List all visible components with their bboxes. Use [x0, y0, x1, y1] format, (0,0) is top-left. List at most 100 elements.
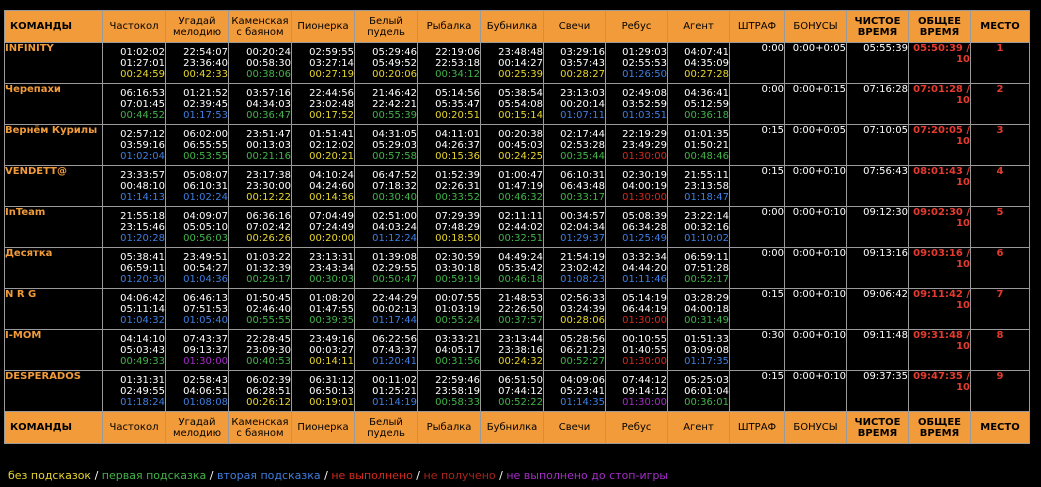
start-time: 05:08:39 [622, 210, 667, 222]
end-time: 07:48:29 [435, 221, 480, 233]
duration-time: 00:18:50 [435, 232, 480, 244]
duration-time: 00:27:28 [684, 68, 729, 80]
task-cell: 02:17:44 02:53:28 00:35:44 [543, 124, 606, 166]
end-time: 02:44:02 [498, 221, 543, 233]
net-time-value: 05:55:39 [846, 42, 909, 84]
task-cell: 22:44:29 00:02:13 01:17:44 [354, 288, 418, 330]
duration-time: 00:55:39 [372, 109, 417, 121]
duration-time: 00:53:55 [183, 150, 228, 162]
end-time: 06:50:13 [309, 385, 354, 397]
task-cell: 22:28:45 23:09:30 00:40:53 [228, 329, 292, 371]
net-time-value: 09:11:48 [846, 329, 909, 371]
duration-time: 01:30:00 [622, 355, 667, 367]
end-time: 09:14:12 [622, 385, 667, 397]
task-cell: 02:30:59 03:30:18 00:59:19 [417, 247, 481, 289]
task-cell: 23:17:38 23:30:00 00:12:22 [228, 165, 292, 207]
end-time: 04:05:17 [435, 344, 480, 356]
total-time-value: 09:03:16 / 10 [908, 247, 971, 289]
header-col-5: Белый пудель [354, 10, 418, 43]
fine-value: 0:15 [729, 165, 785, 207]
task-cell: 21:46:42 22:42:21 00:55:39 [354, 83, 418, 125]
start-time: 21:55:18 [120, 210, 165, 222]
task-cell: 06:16:53 07:01:45 00:44:52 [102, 83, 166, 125]
end-time: 05:29:03 [372, 139, 417, 151]
end-time: 05:11:14 [120, 303, 165, 315]
start-time: 07:43:37 [183, 333, 228, 345]
task-cell: 22:44:56 23:02:48 00:17:52 [291, 83, 355, 125]
start-time: 00:34:57 [560, 210, 605, 222]
end-time: 05:05:10 [183, 221, 228, 233]
start-time: 02:56:33 [560, 292, 605, 304]
end-time: 03:52:59 [622, 98, 667, 110]
duration-time: 00:48:46 [684, 150, 729, 162]
start-time: 21:48:53 [498, 292, 543, 304]
header-col-1: Частокол [102, 10, 166, 43]
end-time: 02:29:55 [372, 262, 417, 274]
start-time: 22:28:45 [246, 333, 291, 345]
start-time: 03:29:16 [560, 46, 605, 58]
task-cell: 21:48:53 22:26:50 00:37:57 [480, 288, 544, 330]
start-time: 23:13:03 [560, 87, 605, 99]
task-cell: 21:54:19 23:02:42 01:08:23 [543, 247, 606, 289]
end-time: 03:59:16 [120, 139, 165, 151]
duration-time: 00:46:32 [498, 191, 543, 203]
task-cell: 01:03:22 01:32:39 00:29:17 [228, 247, 292, 289]
start-time: 21:46:42 [372, 87, 417, 99]
end-time: 23:30:00 [246, 180, 291, 192]
end-time: 03:24:39 [560, 303, 605, 315]
legend-separator: / [206, 469, 217, 482]
task-cell: 00:11:02 01:25:21 01:14:19 [354, 370, 418, 412]
duration-time: 00:20:00 [309, 232, 354, 244]
bonus-value: 0:00+0:05 [784, 42, 847, 84]
end-time: 07:44:12 [498, 385, 543, 397]
start-time: 21:55:11 [684, 169, 729, 181]
footer-col-6: Рыбалка [417, 411, 481, 444]
end-time: 00:13:03 [246, 139, 291, 151]
end-time: 00:54:27 [183, 262, 228, 274]
net-time-value: 07:10:05 [846, 124, 909, 166]
duration-time: 00:24:59 [120, 68, 165, 80]
duration-time: 00:56:03 [183, 232, 228, 244]
footer-col-14: ОБЩЕЕ ВРЕМЯ [908, 411, 971, 444]
end-time: 06:21:23 [560, 344, 605, 356]
start-time: 04:11:01 [435, 128, 480, 140]
footer-col-4: Пионерка [291, 411, 355, 444]
start-time: 23:49:51 [183, 251, 228, 263]
footer-col-5: Белый пудель [354, 411, 418, 444]
task-cell: 05:08:07 06:10:31 01:02:24 [165, 165, 229, 207]
start-time: 04:09:06 [560, 374, 605, 386]
end-time: 04:00:19 [622, 180, 667, 192]
duration-time: 00:57:58 [372, 150, 417, 162]
footer-col-12: БОНУСЫ [784, 411, 847, 444]
start-time: 04:09:07 [183, 210, 228, 222]
end-time: 03:27:14 [309, 57, 354, 69]
task-cell: 02:51:00 04:03:24 01:12:24 [354, 206, 418, 248]
duration-time: 01:20:30 [120, 273, 165, 285]
task-cell: 01:51:41 02:12:02 00:20:21 [291, 124, 355, 166]
end-time: 06:55:55 [183, 139, 228, 151]
table-row: VENDETT@ 23:33:57 00:48:10 01:14:13 05:08:07… [4, 165, 1030, 207]
team-name: InTeam [4, 206, 103, 248]
task-cell: 02:11:11 02:44:02 00:32:51 [480, 206, 544, 248]
footer-col-9: Ребус [605, 411, 668, 444]
table-body: INFINITY 01:02:02 01:27:01 00:24:59 22:54:07… [4, 42, 1030, 412]
fine-value: 0:30 [729, 329, 785, 371]
task-cell: 02:56:33 03:24:39 00:28:06 [543, 288, 606, 330]
legend-item: не получено [423, 469, 496, 482]
start-time: 00:07:55 [435, 292, 480, 304]
duration-time: 01:03:51 [622, 109, 667, 121]
duration-time: 00:24:25 [498, 150, 543, 162]
task-cell: 23:13:03 00:20:14 01:07:11 [543, 83, 606, 125]
task-cell: 07:44:12 09:14:12 01:30:00 [605, 370, 668, 412]
footer-col-15: МЕСТО [970, 411, 1030, 444]
header-col-13: ЧИСТОЕ ВРЕМЯ [846, 10, 909, 43]
duration-time: 00:30:40 [372, 191, 417, 203]
duration-time: 01:26:50 [622, 68, 667, 80]
bonus-value: 0:00+0:10 [784, 165, 847, 207]
task-cell: 04:14:10 05:03:43 00:49:33 [102, 329, 166, 371]
task-cell: 23:22:14 00:32:16 01:10:02 [667, 206, 730, 248]
end-time: 06:34:28 [622, 221, 667, 233]
duration-time: 01:30:00 [622, 150, 667, 162]
duration-time: 01:14:35 [560, 396, 605, 408]
duration-time: 01:08:23 [560, 273, 605, 285]
